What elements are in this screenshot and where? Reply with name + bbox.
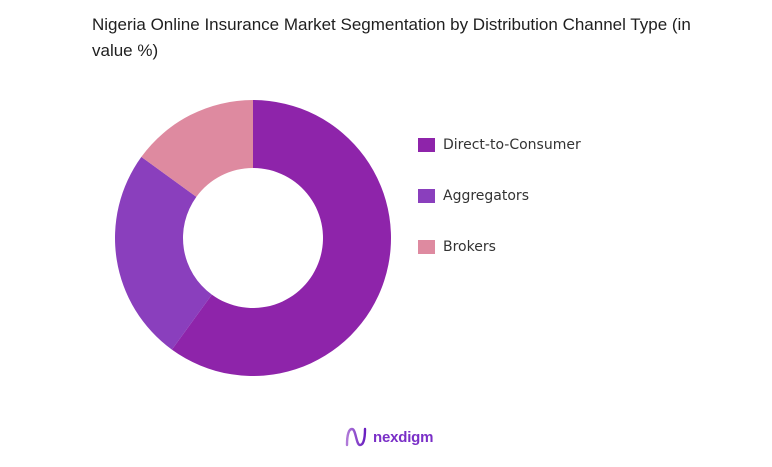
brand-name: nexdigm: [373, 428, 434, 446]
legend-swatch: [418, 138, 435, 152]
chart-legend: Direct-to-Consumer Aggregators Brokers: [418, 134, 581, 287]
legend-swatch: [418, 240, 435, 254]
legend-label: Aggregators: [443, 188, 529, 204]
legend-item-aggregators[interactable]: Aggregators: [418, 185, 581, 207]
legend-item-direct-to-consumer[interactable]: Direct-to-Consumer: [418, 134, 581, 156]
slice-direct-to-consumer[interactable]: [171, 100, 392, 377]
nexdigm-logo-icon: [345, 427, 367, 447]
legend-item-brokers[interactable]: Brokers: [418, 236, 581, 258]
donut-slices: [115, 100, 392, 377]
legend-label: Direct-to-Consumer: [443, 137, 581, 153]
legend-swatch: [418, 189, 435, 203]
brand-logo: nexdigm: [344, 426, 433, 448]
chart-title: Nigeria Online Insurance Market Segmenta…: [92, 15, 691, 60]
slice-brokers[interactable]: [141, 100, 253, 197]
legend-label: Brokers: [443, 239, 496, 255]
slice-aggregators[interactable]: [115, 156, 212, 350]
